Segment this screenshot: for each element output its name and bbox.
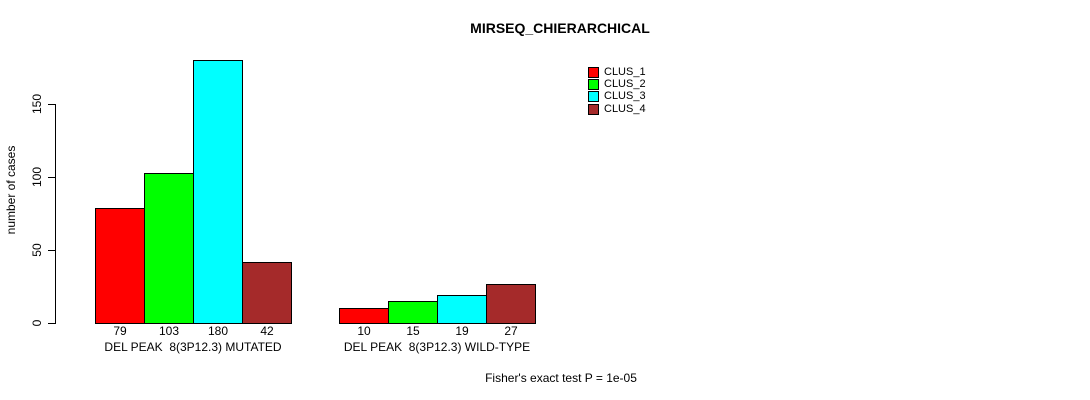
y-axis-tick <box>48 323 55 324</box>
bar-value-label: 79 <box>113 324 127 338</box>
bar-clus_2-group2 <box>388 301 438 324</box>
bar-clus_3-group2 <box>437 295 487 324</box>
y-axis-tick <box>48 177 55 178</box>
legend-label-clus_1: CLUS_1 <box>604 66 646 78</box>
bar-value-label: 19 <box>455 324 469 338</box>
y-axis-tick-label: 50 <box>30 243 44 257</box>
bar-value-label: 27 <box>504 324 518 338</box>
legend-label-clus_2: CLUS_2 <box>604 78 646 90</box>
bar-clus_1-group1 <box>95 208 145 324</box>
y-axis-tick <box>48 104 55 105</box>
chart-title: MIRSEQ_CHIERARCHICAL <box>470 20 650 36</box>
y-axis-title: number of cases <box>4 145 18 235</box>
bar-value-label: 180 <box>207 324 229 338</box>
y-axis-line <box>55 104 56 324</box>
legend-swatch-clus_2 <box>588 79 599 90</box>
legend-swatch-clus_3 <box>588 91 599 102</box>
bar-value-label: 103 <box>158 324 180 338</box>
y-axis-tick-label: 0 <box>30 319 44 327</box>
bar-clus_2-group1 <box>144 173 194 324</box>
bar-clus_4-group1 <box>242 262 292 324</box>
legend-label-clus_4: CLUS_4 <box>604 103 646 115</box>
bar-value-label: 42 <box>260 324 274 338</box>
y-axis-tick <box>48 250 55 251</box>
bar-clus_1-group2 <box>339 308 389 324</box>
group-label: DEL PEAK 8(3P12.3) WILD-TYPE <box>343 340 531 354</box>
y-axis-tick-label: 100 <box>30 166 44 188</box>
bar-clus_4-group2 <box>486 284 536 324</box>
bar-clus_3-group1 <box>193 60 243 324</box>
bar-value-label: 15 <box>406 324 420 338</box>
legend-label-clus_3: CLUS_3 <box>604 90 646 102</box>
statistical-test-annotation: Fisher's exact test P = 1e-05 <box>485 371 637 385</box>
legend-swatch-clus_1 <box>588 67 599 78</box>
bar-value-label: 10 <box>357 324 371 338</box>
legend-swatch-clus_4 <box>588 104 599 115</box>
y-axis-tick-label: 150 <box>30 93 44 115</box>
group-label: DEL PEAK 8(3P12.3) MUTATED <box>104 340 282 354</box>
